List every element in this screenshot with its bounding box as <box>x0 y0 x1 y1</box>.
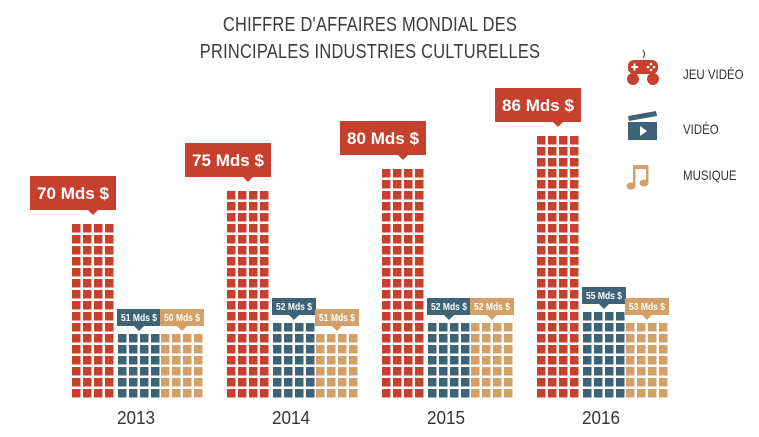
bar-musique-2013 <box>161 334 203 398</box>
data-label-text: 55 Mds $ <box>586 291 622 302</box>
x-tick-label: 2014 <box>272 408 310 428</box>
data-label-2013-2: 50 Mds $ <box>160 309 204 331</box>
data-label-2015-0: 80 Mds $ <box>340 121 426 160</box>
bar-vidéo-2014 <box>273 323 315 398</box>
legend-label-jeu-video: JEU VIDÉO <box>683 66 744 82</box>
bar-musique-2016 <box>626 323 668 398</box>
data-label-2015-1: 52 Mds $ <box>427 298 471 320</box>
bar-musique-2014 <box>316 334 358 398</box>
data-label-text: 86 Mds $ <box>502 96 575 115</box>
data-label-2013-1: 51 Mds $ <box>117 309 161 331</box>
bar-jeu-vidéo-2015 <box>382 169 424 398</box>
bar-vidéo-2016 <box>583 312 625 398</box>
bar-vidéo-2015 <box>428 323 470 398</box>
data-label-2014-0: 75 Mds $ <box>185 143 271 182</box>
data-label-2016-1: 55 Mds $ <box>582 287 626 309</box>
data-label-text: 51 Mds $ <box>121 313 157 324</box>
data-label-2016-2: 53 Mds $ <box>625 298 669 320</box>
x-tick-label: 2016 <box>582 408 620 428</box>
data-label-text: 50 Mds $ <box>164 313 200 324</box>
data-label-2015-2: 52 Mds $ <box>470 298 514 320</box>
data-label-text: 52 Mds $ <box>431 302 467 313</box>
legend-label-musique: MUSIQUE <box>683 167 737 183</box>
data-label-text: 70 Mds $ <box>37 184 110 203</box>
x-tick-label: 2015 <box>427 408 465 428</box>
bar-jeu-vidéo-2014 <box>227 191 269 398</box>
bar-jeu-vidéo-2013 <box>72 224 114 398</box>
data-label-text: 52 Mds $ <box>474 302 510 313</box>
chart-title: CHIFFRE D'AFFAIRES MONDIAL DES PRINCIPAL… <box>198 12 542 66</box>
data-label-2013-0: 70 Mds $ <box>30 176 116 215</box>
bar-vidéo-2013 <box>118 334 160 398</box>
title-line-2: PRINCIPALES INDUSTRIES CULTURELLES <box>199 41 541 63</box>
data-label-2016-0: 86 Mds $ <box>495 88 581 127</box>
data-label-text: 52 Mds $ <box>276 302 312 313</box>
data-label-text: 53 Mds $ <box>629 302 665 313</box>
bar-musique-2015 <box>471 323 513 398</box>
bar-jeu-vidéo-2016 <box>537 136 579 398</box>
data-label-2014-1: 52 Mds $ <box>272 298 316 320</box>
data-label-2014-2: 51 Mds $ <box>315 309 359 331</box>
x-tick-label: 2013 <box>117 408 155 428</box>
data-label-text: 75 Mds $ <box>192 151 265 170</box>
title-line-1: CHIFFRE D'AFFAIRES MONDIAL DES <box>222 14 518 36</box>
data-label-text: 80 Mds $ <box>347 129 420 148</box>
data-label-text: 51 Mds $ <box>319 313 355 324</box>
legend-label-video: VIDÉO <box>683 121 719 137</box>
